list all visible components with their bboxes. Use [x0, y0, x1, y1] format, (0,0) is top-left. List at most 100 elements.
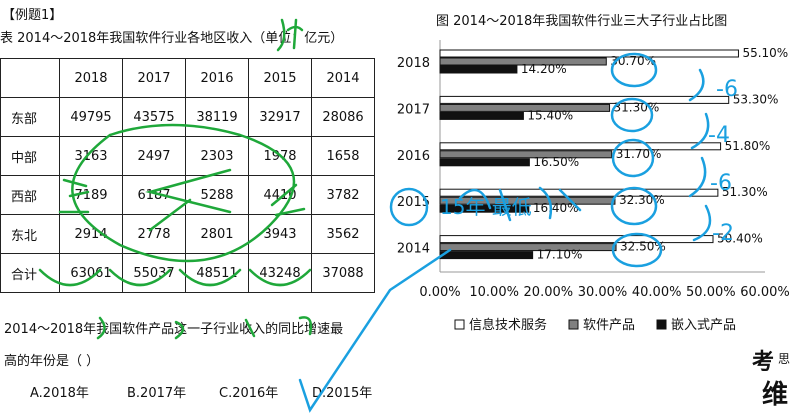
- table-cell: 7189: [59, 175, 123, 215]
- option-b[interactable]: B.2017年: [127, 386, 187, 401]
- legend-label: 软件产品: [583, 318, 635, 333]
- option-d[interactable]: D.2015年: [312, 386, 373, 401]
- row-label: 东北: [0, 214, 60, 254]
- bar-1: [439, 235, 714, 244]
- table-row: 西部 7189 6187 5288 4410 3782: [0, 175, 375, 215]
- x-tick-label: 30.00%: [578, 285, 628, 300]
- category-tick-label: 2016: [397, 149, 430, 164]
- table-cell: 49795: [59, 97, 123, 137]
- column-header: 2015: [248, 58, 312, 98]
- table-cell: 48511: [185, 253, 249, 293]
- x-tick-label: 50.00%: [686, 285, 736, 300]
- question-text: 2014～2018年我国软件产品这一子行业收入的同比增速最: [4, 322, 344, 337]
- column-header: 2017: [122, 58, 186, 98]
- bar-2: [439, 196, 616, 205]
- row-label: 中部: [0, 136, 60, 176]
- data-label: 50.40%: [717, 232, 763, 246]
- bar-1: [439, 95, 730, 104]
- data-label: 31.30%: [614, 100, 660, 114]
- option-c[interactable]: C.2016年: [219, 386, 279, 401]
- x-tick-label: 60.00%: [740, 285, 790, 300]
- table-cell: 1978: [248, 136, 312, 176]
- table-cell: 37088: [311, 253, 375, 293]
- row-label: 合计: [0, 253, 60, 293]
- table-cell: 2778: [122, 214, 186, 254]
- table-row: 中部 3163 2497 2303 1978 1658: [0, 136, 375, 176]
- column-header: 2018: [59, 58, 123, 98]
- table-cell: 2497: [122, 136, 186, 176]
- bar-3: [439, 204, 530, 213]
- revenue-table: 2018 2017 2016 2015 2014 东部 49795 43575 …: [0, 58, 375, 293]
- data-label: 32.30%: [619, 193, 665, 207]
- category-tick-label: 2017: [397, 102, 430, 117]
- bar-chart: 2018 55.10% 30.70% 14.20% 2017 53.30% 31.30% 15…: [397, 40, 790, 333]
- bar-2: [439, 243, 617, 252]
- table-cell: 43248: [248, 253, 312, 293]
- data-label: 55.10%: [742, 46, 788, 60]
- bar-3: [439, 65, 518, 74]
- bar-2: [439, 103, 611, 112]
- category-tick-label: 2015: [397, 195, 430, 210]
- brand-logo: 考 思 维: [752, 349, 790, 409]
- table-header-row: 2018 2017 2016 2015 2014: [0, 58, 375, 98]
- question-text-continued: 高的年份是（ ）: [4, 354, 100, 369]
- table-cell: 3782: [311, 175, 375, 215]
- bar-3: [439, 251, 534, 260]
- data-label: 17.10%: [537, 248, 583, 262]
- table-cell: 1658: [311, 136, 375, 176]
- svg-text:考: 考: [752, 349, 774, 375]
- bar-2: [439, 57, 607, 66]
- bar-1: [439, 49, 739, 58]
- example-label: 【例题1】: [2, 8, 63, 23]
- category-tick-label: 2018: [397, 56, 430, 71]
- data-label: 30.70%: [610, 54, 656, 68]
- legend-swatch: [568, 319, 579, 330]
- table-cell: 3943: [248, 214, 312, 254]
- table-cell: 32917: [248, 97, 312, 137]
- table-cell: 6187: [122, 175, 186, 215]
- legend-swatch: [454, 319, 465, 330]
- data-label: 51.30%: [722, 185, 768, 199]
- table-corner: [0, 58, 60, 98]
- table-cell: 3163: [59, 136, 123, 176]
- option-a[interactable]: A.2018年: [30, 386, 89, 401]
- x-tick-label: 20.00%: [524, 285, 574, 300]
- bar-3: [439, 158, 530, 167]
- legend-label: 嵌入式产品: [671, 318, 736, 333]
- table-cell: 5288: [185, 175, 249, 215]
- data-label: 15.40%: [527, 108, 573, 122]
- data-label: 16.40%: [533, 201, 579, 215]
- svg-text:维: 维: [762, 379, 788, 409]
- bar-2: [439, 150, 613, 159]
- category-tick-label: 2014: [397, 242, 430, 257]
- x-tick-label: 40.00%: [632, 285, 682, 300]
- data-label: 32.50%: [620, 240, 666, 254]
- row-label: 东部: [0, 97, 60, 137]
- legend-swatch: [656, 319, 667, 330]
- table-cell: 43575: [122, 97, 186, 137]
- bar-1: [439, 142, 722, 151]
- table-row: 东北 2914 2778 2801 3943 3562: [0, 214, 375, 254]
- table-cell: 55037: [122, 253, 186, 293]
- row-label: 西部: [0, 175, 60, 215]
- data-label: 16.50%: [533, 155, 579, 169]
- data-label: 31.70%: [616, 147, 662, 161]
- x-tick-label: 0.00%: [419, 285, 460, 300]
- chart-title: 图 2014～2018年我国软件行业三大子行业占比图: [436, 14, 728, 29]
- bar-1: [439, 188, 719, 197]
- table-cell: 4410: [248, 175, 312, 215]
- table-cell: 2914: [59, 214, 123, 254]
- bar-3: [439, 111, 524, 120]
- table-row: 东部 49795 43575 38119 32917 28086: [0, 97, 375, 137]
- svg-text:思: 思: [778, 352, 790, 366]
- data-label: 14.20%: [521, 62, 567, 76]
- column-header: 2014: [311, 58, 375, 98]
- x-tick-label: 10.00%: [469, 285, 519, 300]
- data-label: 53.30%: [733, 92, 779, 106]
- data-label: 51.80%: [725, 139, 771, 153]
- table-cell: 63061: [59, 253, 123, 293]
- table-caption: 表 2014～2018年我国软件行业各地区收入（单位：亿元）: [0, 31, 344, 46]
- table-cell: 3562: [311, 214, 375, 254]
- table-cell: 38119: [185, 97, 249, 137]
- table-row: 合计 63061 55037 48511 43248 37088: [0, 253, 375, 293]
